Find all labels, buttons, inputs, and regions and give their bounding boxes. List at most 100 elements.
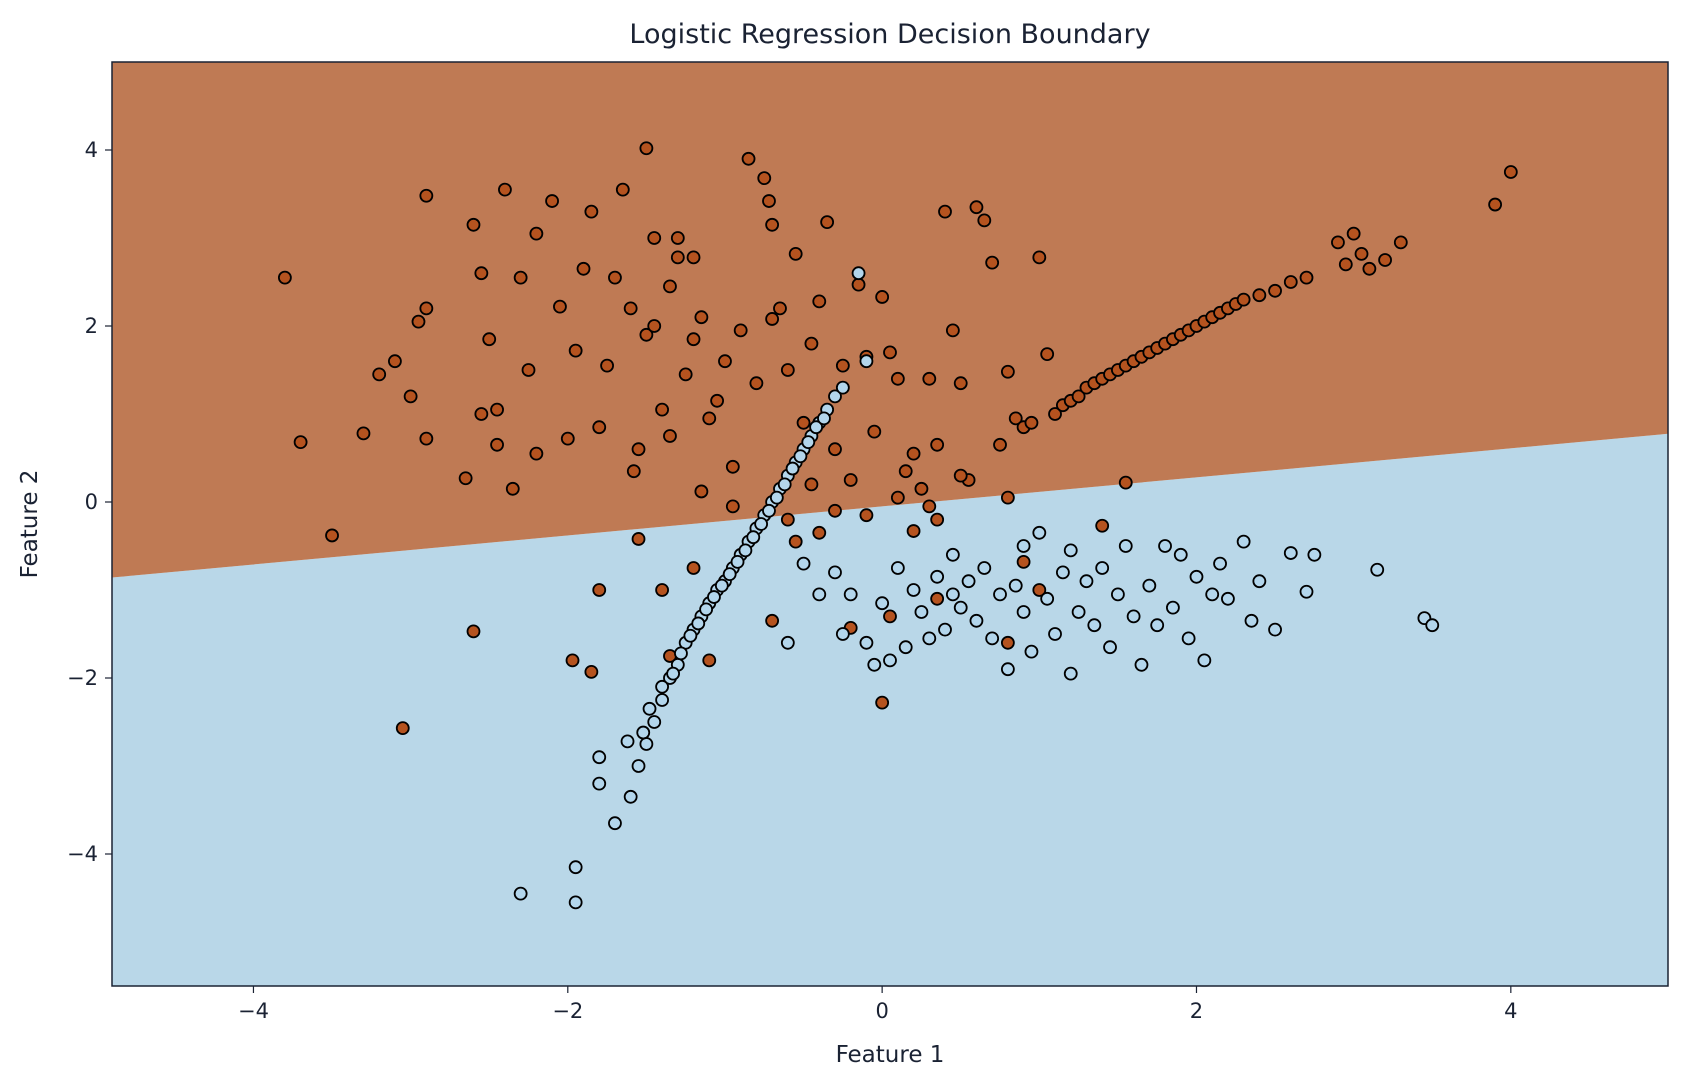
- data-point-class-1: [647, 231, 662, 245]
- data-point-class-1: [474, 407, 489, 421]
- data-point-class-1: [1393, 235, 1408, 250]
- data-point-class-1: [812, 525, 827, 540]
- data-point-class-1: [875, 290, 890, 304]
- data-point-class-0: [655, 693, 670, 707]
- data-point-class-0: [906, 583, 921, 597]
- data-point-class-0: [796, 556, 811, 571]
- plot-area: [111, 61, 1669, 987]
- data-point-class-0: [922, 631, 937, 646]
- data-point-class-0: [639, 737, 654, 751]
- data-point-class-0: [1095, 561, 1110, 575]
- data-point-class-0: [890, 561, 905, 575]
- data-point-class-1: [626, 464, 641, 479]
- data-point-class-0: [623, 789, 638, 804]
- data-point-class-1: [1016, 554, 1031, 569]
- data-point-class-1: [725, 459, 740, 474]
- data-point-class-1: [372, 367, 387, 382]
- data-point-class-1: [718, 354, 732, 369]
- data-point-class-1: [828, 503, 842, 518]
- data-point-class-1: [930, 437, 945, 452]
- data-point-class-0: [859, 354, 874, 369]
- data-point-class-1: [890, 371, 905, 386]
- data-point-class-1: [474, 266, 489, 281]
- data-point-class-0: [898, 640, 913, 655]
- data-point-class-1: [411, 314, 426, 329]
- data-point-class-1: [325, 528, 339, 543]
- data-point-class-1: [419, 301, 434, 316]
- data-point-class-1: [1048, 407, 1062, 421]
- data-point-class-1: [702, 411, 717, 426]
- data-point-class-1: [545, 194, 559, 208]
- data-point-class-1: [890, 490, 905, 505]
- data-point-class-1: [639, 141, 654, 156]
- data-point-class-1: [993, 437, 1007, 452]
- data-point-class-1: [773, 301, 787, 316]
- data-point-class-0: [945, 547, 960, 562]
- data-point-class-0: [1370, 562, 1385, 577]
- data-point-class-0: [1268, 622, 1282, 637]
- data-point-class-1: [702, 653, 717, 668]
- data-point-class-1: [804, 336, 819, 351]
- data-point-class-1: [1268, 283, 1282, 298]
- data-point-class-0: [1103, 640, 1117, 655]
- data-point-class-1: [419, 431, 434, 446]
- data-point-class-1: [1008, 411, 1023, 426]
- data-point-class-0: [699, 602, 714, 617]
- data-point-class-0: [883, 653, 897, 668]
- data-point-class-0: [754, 517, 769, 531]
- data-point-class-0: [817, 411, 831, 426]
- data-point-class-0: [875, 596, 890, 611]
- data-point-class-1: [1000, 490, 1015, 505]
- data-point-class-1: [883, 609, 897, 624]
- data-point-class-0: [985, 631, 1000, 646]
- data-point-class-1: [749, 376, 764, 391]
- data-point-class-0: [945, 587, 960, 602]
- data-point-class-1: [843, 473, 858, 487]
- data-point-class-1: [663, 279, 677, 294]
- data-point-class-0: [1024, 644, 1039, 659]
- data-point-class-1: [600, 358, 614, 373]
- data-point-class-1: [922, 499, 937, 514]
- data-point-class-0: [1197, 653, 1212, 668]
- data-point-class-1: [1354, 246, 1369, 261]
- data-point-class-0: [636, 725, 651, 740]
- data-point-class-0: [851, 266, 866, 281]
- data-point-class-0: [1173, 547, 1188, 562]
- data-point-class-1: [529, 226, 544, 241]
- data-point-class-0: [785, 461, 800, 476]
- data-point-class-1: [293, 435, 308, 450]
- data-point-class-0: [1016, 605, 1031, 619]
- data-point-class-1: [804, 477, 819, 492]
- data-point-class-0: [1000, 662, 1015, 677]
- data-point-class-1: [623, 301, 638, 316]
- data-point-class-1: [490, 437, 504, 452]
- data-point-class-1: [930, 512, 945, 527]
- x-tick-label: 0: [875, 999, 888, 1023]
- data-point-class-0: [666, 666, 681, 681]
- data-point-class-0: [867, 657, 882, 672]
- data-point-class-0: [1158, 539, 1172, 553]
- data-point-class-1: [631, 532, 646, 546]
- data-point-class-1: [1032, 250, 1047, 265]
- data-point-class-1: [969, 200, 984, 215]
- data-point-class-0: [568, 860, 583, 875]
- data-point-class-0: [513, 886, 528, 901]
- data-point-class-0: [1032, 525, 1047, 540]
- data-point-class-1: [875, 695, 890, 710]
- data-point-class-1: [608, 270, 622, 285]
- data-point-class-0: [738, 543, 753, 558]
- data-point-class-0: [835, 380, 850, 395]
- data-point-class-0: [620, 734, 635, 749]
- data-point-class-0: [1008, 578, 1023, 593]
- data-point-class-0: [1087, 618, 1102, 633]
- y-tick-label: −4: [67, 842, 98, 866]
- data-point-class-0: [1236, 534, 1251, 549]
- data-point-class-1: [906, 446, 921, 461]
- data-point-class-0: [780, 635, 795, 650]
- data-point-class-1: [1000, 364, 1015, 379]
- data-point-class-1: [568, 343, 583, 358]
- data-point-class-0: [969, 613, 984, 628]
- data-point-class-1: [663, 429, 677, 443]
- data-point-class-0: [1205, 587, 1220, 602]
